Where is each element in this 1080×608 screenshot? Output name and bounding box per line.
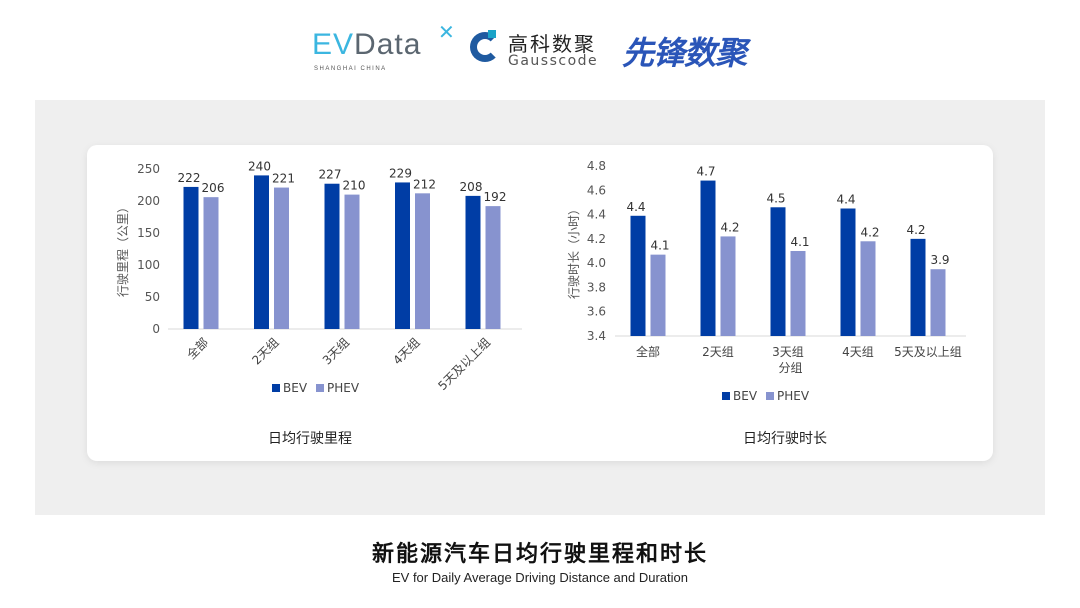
bar-phev [274,187,289,329]
xianfeng-logo: 先锋数聚 [622,34,747,72]
data-label-phev: 4.1 [790,235,809,249]
evdata-logo-data: Data [354,28,422,61]
data-label-phev: 4.1 [650,239,669,253]
y-axis-title: 行驶时长（小时） [566,203,581,299]
x-tick-label: 2天组 [249,335,281,367]
y-axis-title: 行驶里程（公里） [115,201,130,297]
y-tick-label: 4.8 [587,159,606,173]
bar-phev [860,241,876,336]
chart-title: 日均行驶里程 [268,431,352,447]
legend-swatch-phev [766,392,774,400]
y-tick-label: 150 [137,226,160,240]
evdata-tagline: SHANGHAI CHINA [314,66,387,72]
x-axis-title: 分组 [778,361,802,375]
y-tick-label: 100 [137,258,160,272]
x-tick-label: 4天组 [842,345,874,359]
gausscode-cn: 高科数聚 [508,32,596,56]
bar-bev [630,215,646,336]
legend-label-bev: BEV [283,381,308,395]
y-tick-label: 50 [145,290,160,304]
y-tick-label: 3.8 [587,280,606,294]
data-label-bev: 222 [178,171,201,185]
gausscode-en: Gausscode [508,53,599,69]
data-label-bev: 4.7 [696,165,715,179]
y-tick-label: 0 [152,322,160,336]
chart-title: 日均行驶时长 [743,431,827,447]
y-tick-label: 250 [137,162,160,176]
data-label-bev: 227 [319,168,342,182]
data-label-phev: 206 [202,181,225,195]
x-tick-label: 3天组 [320,335,352,367]
data-label-phev: 3.9 [930,253,949,267]
y-tick-label: 4.4 [587,208,606,222]
gausscode-square-icon [488,30,496,38]
data-label-phev: 221 [272,172,295,186]
data-label-bev: 4.5 [766,191,785,205]
y-tick-label: 4.6 [587,183,606,197]
bar-phev [650,254,666,336]
data-label-phev: 192 [484,190,507,204]
y-tick-label: 4.2 [587,232,606,246]
evdata-logo: EVData ✕ SHANGHAI CHINA [312,22,455,72]
x-tick-label: 全部 [636,344,660,359]
legend-swatch-phev [316,384,324,392]
data-label-bev: 229 [389,166,412,180]
bar-phev [415,193,430,329]
bar-bev [700,180,716,336]
data-label-bev: 208 [460,180,483,194]
data-label-bev: 240 [248,159,271,173]
y-tick-label: 3.4 [587,329,606,343]
legend-label-phev: PHEV [327,381,360,395]
legend-swatch-bev [272,384,280,392]
bar-bev [465,195,481,329]
bar-bev [183,186,199,329]
x-tick-label: 2天组 [702,345,734,359]
page-subtitle: EV for Daily Average Driving Distance an… [391,570,689,585]
data-label-phev: 210 [343,179,366,193]
evdata-logo-ev: EV [312,28,355,61]
legend-label-phev: PHEV [777,389,810,403]
bar-phev [203,197,219,329]
y-tick-label: 3.6 [587,305,606,319]
x-tick-label: 3天组 [772,345,804,359]
data-label-bev: 4.4 [626,200,645,214]
gausscode-mark-icon [470,32,500,62]
y-tick-label: 4.0 [587,256,606,270]
bar-bev [840,208,856,336]
legend-swatch-bev [722,392,730,400]
data-label-bev: 4.4 [836,193,855,207]
y-tick-label: 200 [137,194,160,208]
bar-bev [770,207,786,336]
bar-bev [910,238,926,336]
x-tick-label: 4天组 [390,335,422,367]
bar-phev [485,206,501,329]
evdata-x-mark: ✕ [438,22,456,44]
x-tick-label: 5天及以上组 [894,345,962,359]
x-tick-label: 全部 [184,335,212,363]
bar-bev [395,182,410,329]
bar-phev [790,251,806,336]
page-title: 新能源汽车日均行驶里程和时长 [371,542,708,567]
logo-bar: EVData ✕ SHANGHAI CHINA 高科数聚 Gausscode 先… [0,22,1080,77]
data-label-phev: 212 [413,177,436,191]
x-tick-label: 5天及以上组 [435,335,493,393]
bar-phev [930,269,946,336]
legend-label-bev: BEV [733,389,758,403]
bar-bev [254,175,269,329]
data-label-phev: 4.2 [720,220,739,234]
bar-bev [324,183,340,329]
data-label-phev: 4.2 [860,225,879,239]
data-label-bev: 4.2 [906,223,925,237]
bar-phev [720,236,736,336]
bar-phev [344,194,360,329]
